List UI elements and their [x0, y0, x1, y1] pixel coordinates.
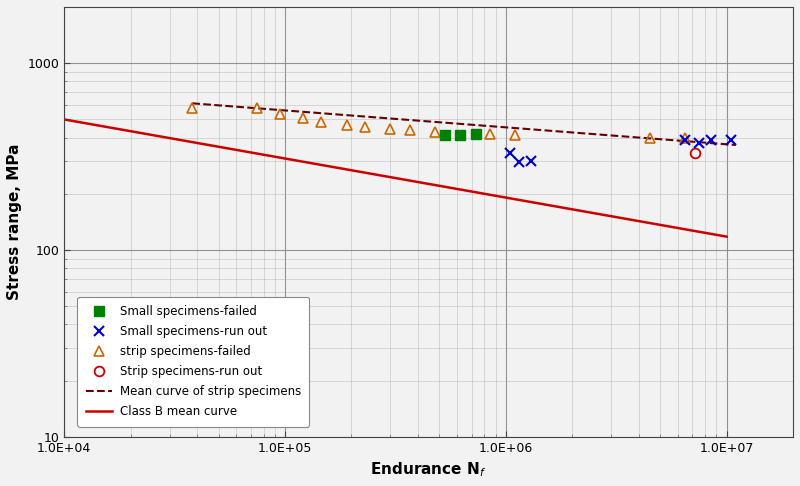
Small specimens-run out	[514, 159, 524, 165]
Mean curve of strip specimens	[187, 101, 197, 106]
Line: Class B mean curve: Class B mean curve	[64, 120, 726, 237]
Small specimens-run out	[726, 137, 736, 142]
Class B mean curve	[722, 234, 731, 240]
Small specimens-run out	[526, 158, 536, 164]
Line: Mean curve of strip specimens: Mean curve of strip specimens	[192, 104, 736, 145]
strip specimens-failed	[646, 135, 655, 140]
Small specimens-run out	[506, 150, 515, 156]
Line: Small specimens-failed: Small specimens-failed	[440, 129, 481, 139]
strip specimens-failed	[253, 105, 262, 111]
Small specimens-failed	[455, 132, 465, 138]
Class B mean curve	[59, 117, 69, 122]
strip specimens-failed	[406, 127, 415, 133]
Y-axis label: Stress range, MPa: Stress range, MPa	[7, 144, 22, 300]
Small specimens-failed	[440, 132, 450, 138]
X-axis label: Endurance N$_f$: Endurance N$_f$	[370, 460, 487, 479]
Small specimens-failed	[471, 131, 481, 137]
Legend: Small specimens-failed, Small specimens-run out, strip specimens-failed, Strip s: Small specimens-failed, Small specimens-…	[78, 297, 310, 427]
strip specimens-failed	[386, 126, 395, 132]
strip specimens-failed	[275, 111, 285, 117]
strip specimens-failed	[187, 105, 197, 111]
Small specimens-run out	[681, 137, 690, 142]
strip specimens-failed	[298, 115, 307, 121]
Line: Small specimens-run out: Small specimens-run out	[506, 135, 736, 167]
strip specimens-failed	[360, 124, 370, 130]
Small specimens-run out	[694, 140, 704, 146]
strip specimens-failed	[316, 119, 326, 125]
strip specimens-failed	[342, 122, 351, 128]
strip specimens-failed	[486, 131, 495, 137]
strip specimens-failed	[510, 132, 520, 138]
strip specimens-failed	[681, 135, 690, 140]
Line: strip specimens-failed: strip specimens-failed	[187, 103, 690, 142]
Small specimens-run out	[706, 137, 716, 142]
strip specimens-failed	[430, 129, 440, 135]
Mean curve of strip specimens	[731, 142, 741, 148]
